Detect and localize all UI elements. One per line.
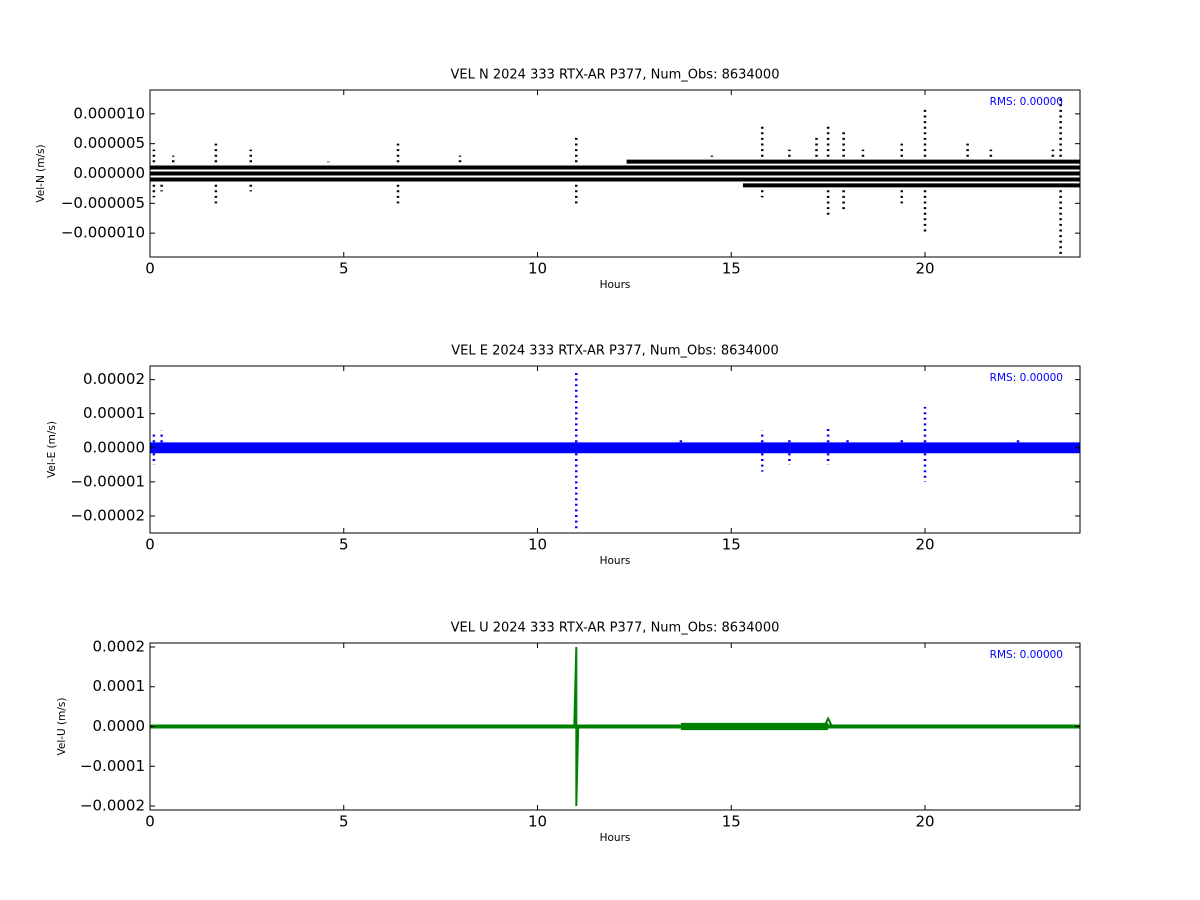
x-axis-label: Hours [600,555,631,567]
x-tick-label: 20 [915,260,934,278]
x-tick-label: 5 [339,536,349,554]
y-tick-label: 0.00000 [83,438,145,456]
y-tick-label: 0.0002 [93,637,146,655]
y-tick-label: −0.00001 [70,472,145,490]
x-tick-label: 10 [528,813,547,831]
x-tick-label: 15 [722,536,741,554]
x-tick-label: 0 [145,813,155,831]
x-axis-label: Hours [600,832,631,844]
y-tick-label: −0.000005 [61,194,145,212]
x-tick-label: 15 [722,813,741,831]
y-tick-label: −0.0002 [80,797,145,815]
chart-title: VEL E 2024 333 RTX-AR P377, Num_Obs: 863… [451,344,778,359]
y-tick-label: 0.00002 [83,370,145,388]
x-tick-label: 15 [722,260,741,278]
x-axis-label: Hours [600,279,631,291]
chart-title: VEL N 2024 333 RTX-AR P377, Num_Obs: 863… [451,68,780,83]
x-tick-label: 5 [339,260,349,278]
x-tick-label: 20 [915,813,934,831]
x-tick-label: 0 [145,536,155,554]
x-tick-label: 20 [915,536,934,554]
y-tick-label: 0.000005 [73,134,145,152]
rms-annotation: RMS: 0.00000 [990,649,1063,661]
y-axis-label: Vel-N (m/s) [35,144,47,202]
y-tick-label: −0.000010 [61,224,145,242]
y-tick-label: 0.0000 [93,717,146,735]
x-tick-label: 10 [528,260,547,278]
x-tick-label: 0 [145,260,155,278]
data-line [573,646,833,807]
y-tick-label: −0.0001 [80,757,145,775]
y-axis-label: Vel-E (m/s) [46,421,58,478]
y-tick-label: −0.00002 [70,506,145,524]
y-tick-label: 0.00001 [83,404,145,422]
plot-frame [149,365,1081,534]
chart-title: VEL U 2024 333 RTX-AR P377, Num_Obs: 863… [451,621,780,636]
y-tick-label: 0.0001 [93,677,146,695]
x-tick-label: 10 [528,536,547,554]
x-tick-label: 5 [339,813,349,831]
rms-annotation: RMS: 0.00000 [990,372,1063,384]
rms-annotation: RMS: 0.00000 [990,96,1063,108]
y-axis-label: Vel-U (m/s) [56,698,68,756]
y-tick-label: 0.000000 [73,164,145,182]
y-tick-label: 0.000010 [73,104,145,122]
